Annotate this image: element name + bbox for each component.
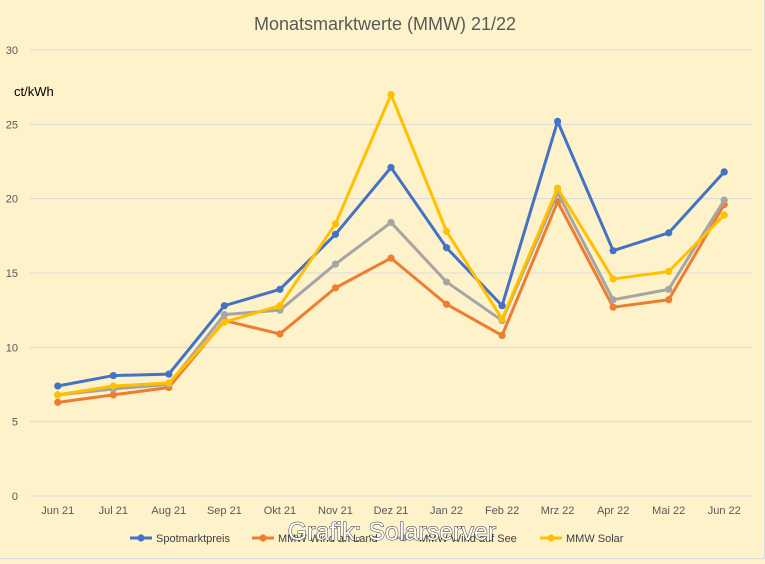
data-point (720, 211, 728, 219)
x-tick-label: Jun 22 (708, 505, 741, 517)
x-tick-label: Sep 21 (207, 505, 242, 517)
x-tick-label: Jul 21 (99, 505, 128, 517)
series-line (56, 119, 726, 388)
legend-label: Spotmarktpreis (156, 533, 230, 545)
data-point (276, 330, 284, 338)
legend-label: MMW Wind an Land (278, 533, 378, 545)
x-tick-label: Nov 21 (318, 505, 353, 517)
data-point (609, 303, 617, 311)
data-point (554, 117, 562, 125)
data-point (387, 91, 395, 99)
y-tick-label: 10 (6, 342, 18, 354)
data-point (387, 254, 395, 262)
series-2 (54, 189, 728, 399)
series-0 (54, 117, 728, 390)
data-point (665, 229, 673, 237)
data-point (331, 230, 340, 238)
watermark-text: Grafik: Solarserver (288, 518, 496, 546)
data-point (276, 302, 284, 310)
x-tick-label: Dez 21 (374, 505, 409, 517)
data-point (442, 300, 451, 308)
series-line (56, 93, 726, 397)
data-point (54, 391, 62, 399)
data-point (276, 285, 284, 293)
series-lines (54, 91, 728, 406)
x-tick-label: Mrz 22 (541, 505, 575, 517)
legend-swatch-marker (400, 534, 408, 542)
chart-title: Monatsmarktwerte (MMW) 21/22 (254, 14, 516, 34)
data-point (165, 370, 173, 378)
legend-label: MMW Wind auf See (419, 533, 517, 545)
data-point (109, 391, 117, 399)
data-point (442, 278, 451, 286)
data-point (554, 184, 562, 192)
x-axis-tick-labels: Jun 21 Jul 21 Aug 21 Sep 21 Okt 21 Nov 21 Dez … (41, 505, 740, 517)
legend-label: MMW Solar (566, 533, 624, 545)
data-point (54, 382, 62, 390)
data-point (665, 285, 673, 293)
legend-item: MMW Wind an Land (252, 533, 378, 545)
x-tick-label: Jan 22 (430, 505, 463, 517)
legend: Spotmarktpreis MMW Wind an Land MMW Wind a… (130, 533, 624, 545)
y-tick-label: 20 (6, 194, 18, 206)
data-point (387, 163, 395, 172)
data-point (331, 220, 340, 228)
gridlines (30, 49, 752, 497)
y-tick-label: 15 (6, 268, 18, 280)
legend-item: MMW Solar (540, 533, 624, 545)
y-tick-label: 30 (6, 45, 18, 57)
data-point (442, 244, 451, 252)
data-point (609, 247, 617, 255)
y-tick-label: 25 (6, 119, 18, 131)
data-point (387, 218, 395, 227)
data-point (331, 284, 340, 292)
x-tick-label: Aug 21 (151, 505, 186, 517)
y-tick-label: 5 (12, 417, 18, 429)
y-axis-unit-label: ct/kWh (14, 84, 54, 99)
x-tick-label: Feb 22 (485, 505, 519, 517)
series-3 (54, 91, 728, 399)
data-point (609, 296, 617, 304)
x-tick-label: Mai 22 (652, 505, 685, 517)
x-tick-label: Apr 22 (597, 505, 629, 517)
y-axis-tick-labels: 0 5 10 15 20 25 30 (6, 45, 18, 503)
data-point (54, 398, 62, 406)
legend-swatch-marker (259, 534, 267, 542)
data-point (720, 168, 728, 176)
data-point (220, 311, 228, 319)
legend-swatch-marker (137, 534, 145, 542)
data-point (665, 267, 673, 276)
y-tick-label: 0 (12, 491, 18, 503)
data-point (109, 382, 117, 390)
data-point (498, 315, 506, 323)
data-point (109, 371, 117, 380)
data-point (720, 196, 728, 204)
data-point (442, 227, 451, 235)
data-point (331, 260, 340, 268)
data-point (498, 331, 506, 340)
x-tick-label: Okt 21 (264, 505, 296, 517)
data-point (498, 302, 506, 310)
series-line (56, 200, 726, 404)
data-point (220, 302, 228, 310)
data-point (665, 296, 673, 304)
x-tick-label: Jun 21 (41, 505, 74, 517)
data-point (165, 379, 173, 387)
legend-item: Spotmarktpreis (130, 533, 230, 545)
legend-swatch-marker (547, 534, 555, 542)
data-point (220, 318, 228, 326)
legend-item: MMW Wind auf See (393, 533, 517, 545)
data-point (609, 275, 617, 283)
